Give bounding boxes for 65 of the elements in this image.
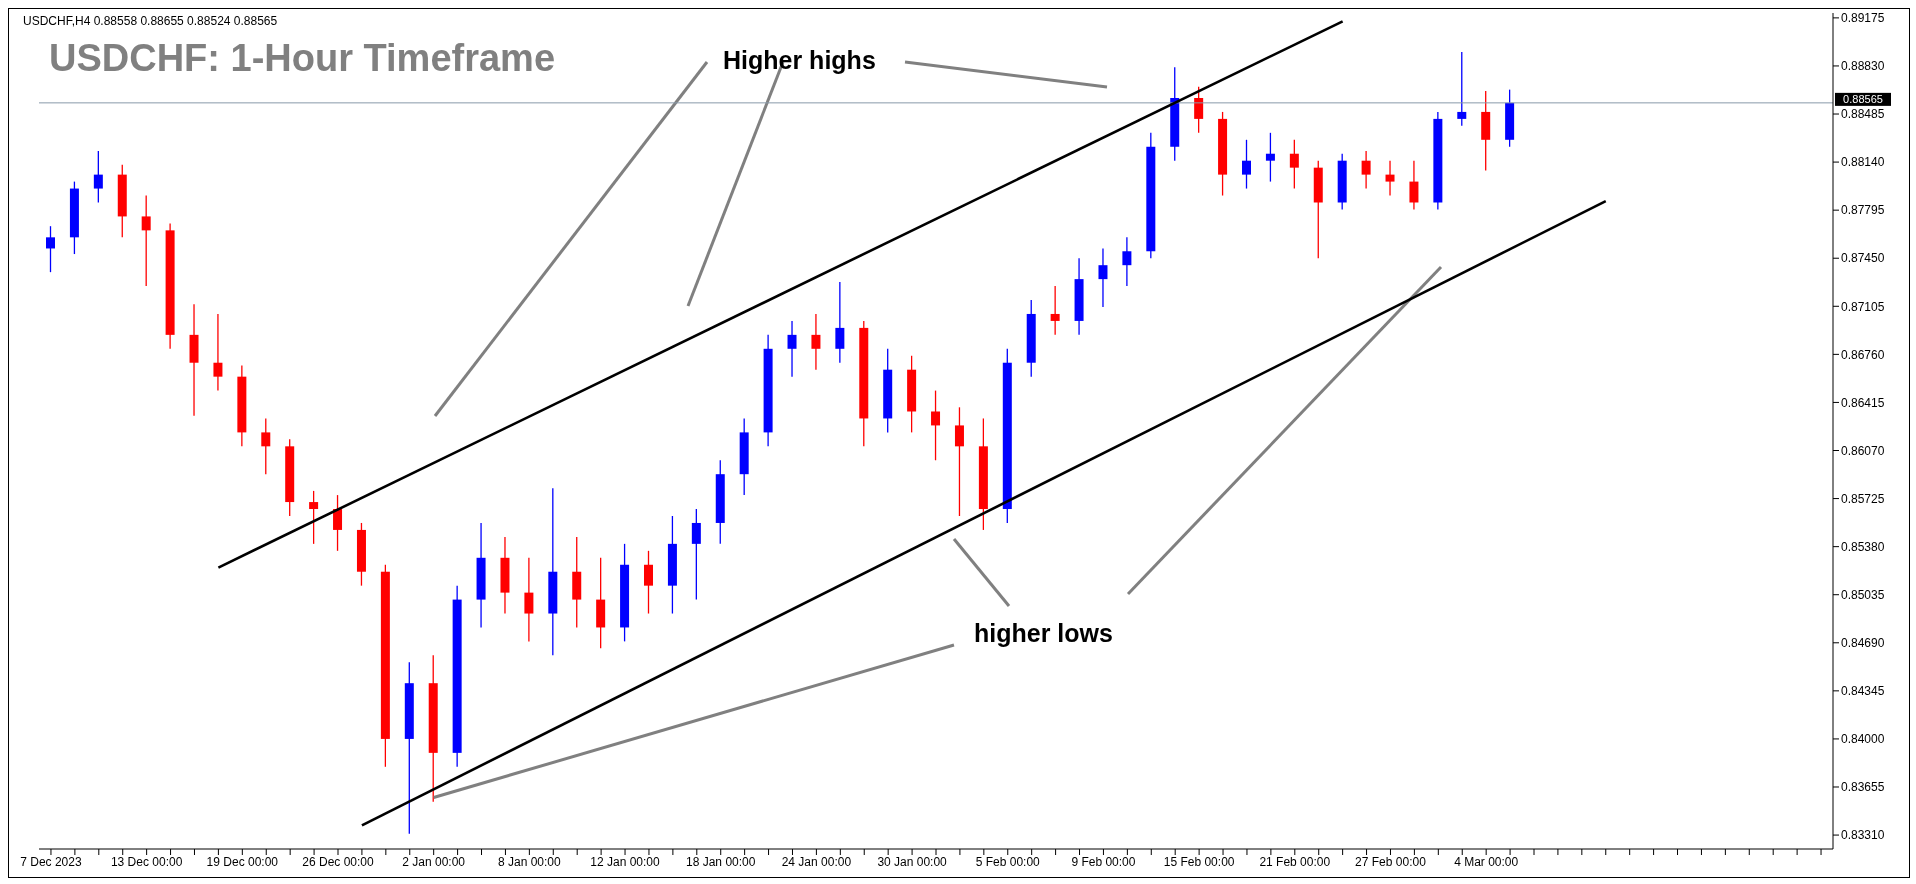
y-tick-label: 0.89175 bbox=[1841, 11, 1885, 26]
x-tick-label: 7 Dec 2023 bbox=[20, 854, 82, 869]
candlestick bbox=[835, 281, 845, 364]
y-tick-label: 0.86760 bbox=[1841, 347, 1885, 362]
y-tick-label: 0.87105 bbox=[1841, 299, 1885, 314]
candlestick bbox=[1122, 236, 1132, 287]
y-tick-label: 0.86070 bbox=[1841, 443, 1885, 458]
candlestick bbox=[1457, 51, 1467, 127]
y-tick-label: 0.83655 bbox=[1841, 780, 1885, 795]
candlestick bbox=[524, 557, 534, 643]
candlestick bbox=[1289, 139, 1299, 190]
annotation: higher lows bbox=[974, 619, 1113, 647]
y-tick-label: 0.87795 bbox=[1841, 203, 1885, 218]
y-tick-label: 0.84000 bbox=[1841, 732, 1885, 747]
annotation: Higher highs bbox=[723, 46, 876, 74]
x-tick-label: 13 Dec 00:00 bbox=[110, 854, 183, 869]
x-tick-label: 5 Feb 00:00 bbox=[975, 854, 1041, 869]
candlestick bbox=[1385, 160, 1395, 197]
x-tick-label: 9 Feb 00:00 bbox=[1071, 854, 1136, 869]
y-tick-label: 0.88485 bbox=[1841, 107, 1885, 122]
candlestick bbox=[213, 313, 223, 392]
annotation: USDCHF,H4 0.88558 0.88655 0.88524 0.88565 bbox=[23, 14, 278, 28]
candlestick bbox=[787, 320, 797, 378]
x-tick-label: 12 Jan 00:00 bbox=[590, 854, 661, 869]
y-tick-label: 0.85380 bbox=[1841, 539, 1885, 554]
y-tick-label: 0.84690 bbox=[1841, 636, 1885, 651]
candlestick bbox=[141, 194, 151, 287]
x-tick-label: 30 Jan 00:00 bbox=[877, 854, 948, 869]
x-tick-label: 19 Dec 00:00 bbox=[206, 854, 279, 869]
y-tick-label: 0.85725 bbox=[1841, 491, 1885, 506]
x-tick-label: 15 Feb 00:00 bbox=[1163, 854, 1235, 869]
y-tick-label: 0.88830 bbox=[1841, 59, 1885, 74]
candlestick bbox=[309, 490, 319, 545]
x-tick-label: 27 Feb 00:00 bbox=[1355, 854, 1427, 869]
candlestick bbox=[644, 550, 653, 615]
y-tick-label: 0.87450 bbox=[1841, 251, 1885, 266]
candlestick bbox=[333, 494, 343, 552]
candlestick bbox=[1194, 86, 1204, 134]
y-tick-label: 0.86415 bbox=[1841, 395, 1885, 410]
y-tick-label: 0.88140 bbox=[1841, 155, 1885, 170]
candlestick bbox=[1265, 132, 1275, 183]
ref-line-label: 0.88565 bbox=[1843, 92, 1883, 105]
y-tick-label: 0.85035 bbox=[1841, 587, 1885, 602]
y-tick-label: 0.83310 bbox=[1841, 828, 1885, 843]
candlestick bbox=[1050, 285, 1060, 336]
candlestick bbox=[691, 508, 701, 601]
x-tick-label: 21 Feb 00:00 bbox=[1259, 854, 1331, 869]
candlestick bbox=[931, 389, 941, 461]
text: USDCHF: 1-Hour Timeframe bbox=[49, 37, 556, 79]
candlestick bbox=[1409, 160, 1419, 211]
x-tick-label: 4 Mar 00:00 bbox=[1454, 854, 1519, 869]
x-tick-label: 8 Jan 00:00 bbox=[498, 854, 562, 869]
candlestick bbox=[811, 313, 821, 371]
candlestick bbox=[954, 406, 964, 517]
candlestick bbox=[46, 225, 55, 273]
candlestick bbox=[1098, 247, 1108, 308]
candlestick bbox=[93, 150, 103, 204]
x-tick-label: 26 Dec 00:00 bbox=[302, 854, 375, 869]
candlestick bbox=[1361, 150, 1371, 190]
candlestick bbox=[1242, 139, 1251, 190]
x-tick-label: 18 Jan 00:00 bbox=[686, 854, 756, 869]
x-tick-label: 2 Jan 00:00 bbox=[402, 854, 466, 869]
x-tick-label: 24 Jan 00:00 bbox=[781, 854, 852, 869]
candlestick bbox=[261, 417, 271, 475]
y-tick-label: 0.84345 bbox=[1841, 684, 1885, 699]
